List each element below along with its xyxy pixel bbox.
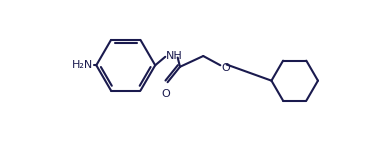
Text: NH: NH: [166, 51, 183, 61]
Text: H₂N: H₂N: [72, 60, 93, 70]
Text: O: O: [221, 63, 230, 73]
Text: O: O: [162, 89, 171, 99]
